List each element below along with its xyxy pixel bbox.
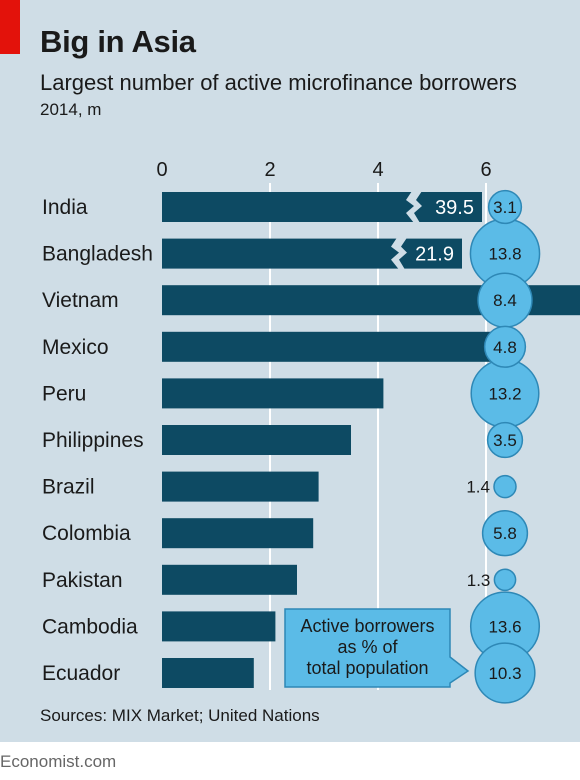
category-label: Bangladesh: [42, 243, 153, 266]
chart-title: Big in Asia: [40, 24, 196, 59]
bar: [162, 658, 254, 688]
annotation-line: total population: [306, 658, 428, 678]
bar: [162, 518, 314, 549]
bubble-label: 13.6: [488, 617, 521, 636]
annotation-text: Active borrowers as % of total population: [300, 616, 434, 678]
bubble: [474, 642, 536, 704]
bubble-label: 1.3: [467, 571, 491, 590]
annotation-line: as % of: [337, 637, 398, 657]
axis-break: [391, 237, 407, 270]
brand-red-tag: [0, 0, 20, 54]
bar: [162, 378, 384, 409]
bar: [162, 611, 276, 642]
x-tick-label: 4: [372, 159, 383, 181]
bar: [162, 238, 462, 269]
annotation-line: Active borrowers: [300, 616, 434, 636]
bar: [162, 192, 482, 222]
category-label: Philippines: [42, 429, 144, 452]
category-label: Colombia: [42, 522, 131, 545]
category-label: Pakistan: [42, 569, 123, 592]
category-label: Peru: [42, 382, 86, 405]
bubble-label: 4.8: [493, 338, 517, 357]
bubble: [481, 510, 529, 557]
annotation-callout: [284, 608, 470, 688]
bubble: [493, 568, 517, 592]
bar: [162, 331, 492, 362]
bubble-label: 3.1: [493, 198, 517, 217]
chart-canvas: 02468India39.5Bangladesh21.9VietnamMexic…: [42, 159, 580, 704]
bubble-label: 13.8: [488, 245, 521, 264]
bar-value-label: 39.5: [435, 197, 474, 219]
bubble-label: 1.4: [466, 478, 490, 497]
bubble: [483, 325, 527, 368]
bubble-label: 10.3: [488, 664, 521, 683]
bubble: [493, 474, 517, 499]
bubble-label: 3.5: [493, 431, 517, 450]
bubble-label: 13.2: [488, 384, 521, 403]
bar-value-label: 21.9: [415, 244, 454, 266]
publisher-credit: Economist.com: [0, 752, 117, 771]
category-label: Vietnam: [42, 289, 119, 312]
category-label: India: [42, 196, 88, 219]
bar: [162, 564, 297, 595]
category-label: Ecuador: [42, 662, 120, 685]
bubble: [486, 421, 524, 459]
x-tick-label: 0: [156, 159, 167, 181]
x-tick-label: 2: [264, 159, 275, 181]
x-tick-label: 6: [480, 159, 491, 181]
bubble-label: 5.8: [493, 524, 517, 543]
category-label: Cambodia: [42, 615, 138, 638]
bar: [162, 471, 319, 502]
bubble-label: 8.4: [493, 291, 517, 310]
bar: [162, 425, 351, 455]
source-note: Sources: MIX Market; United Nations: [40, 706, 320, 725]
bubble: [487, 189, 523, 225]
category-label: Brazil: [42, 476, 95, 499]
category-label: Mexico: [42, 336, 109, 359]
chart-unit-line: 2014, m: [40, 100, 102, 119]
axis-break: [406, 191, 422, 223]
chart-subtitle: Largest number of active microfinance bo…: [40, 70, 517, 95]
